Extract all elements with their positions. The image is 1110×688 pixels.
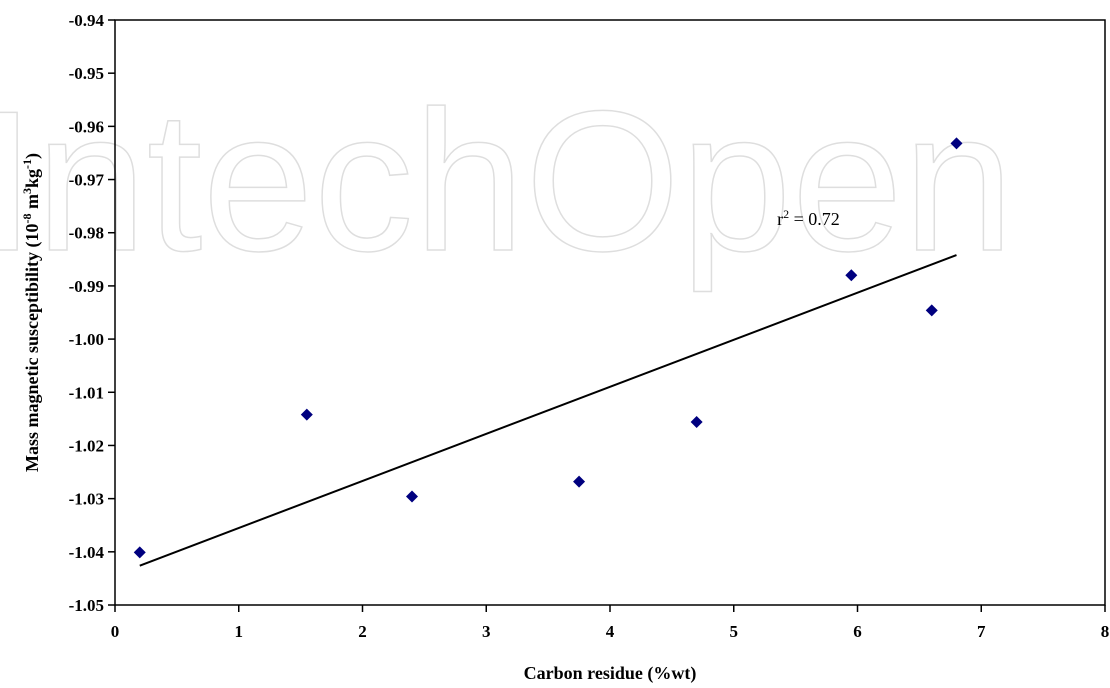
y-axis-label-exp3: -1 [20,159,34,169]
x-tick-label: 0 [111,622,120,641]
y-tick-label: -1.04 [69,543,105,562]
data-point [925,304,938,317]
y-axis-label-prefix: Mass magnetic susceptibility (10 [22,224,43,472]
y-tick-label: -1.02 [69,436,104,455]
x-tick-label: 4 [606,622,615,641]
data-point [845,269,858,282]
y-axis: -0.94 -0.95 -0.96 -0.97 -0.98 -0.99 -1.00 -1.01… [69,11,115,615]
y-tick-label: -1.05 [69,596,104,615]
y-tick-label: -0.94 [69,11,105,30]
y-tick-label: -0.95 [69,64,104,83]
y-tick-label: -1.03 [69,490,104,509]
y-axis-label: Mass magnetic susceptibility (10-8 m3kg-… [20,153,43,472]
x-axis: 0 1 2 3 4 5 6 7 8 [111,605,1110,641]
y-axis-label-mid1: m [22,194,42,214]
data-point [690,416,703,429]
data-point [406,490,418,503]
data-points [133,137,963,559]
y-tick-label: -0.99 [69,277,104,296]
r-squared-exponent: 2 [783,207,789,221]
watermark: IntechOpen [0,70,1014,293]
x-axis-label: Carbon residue (%wt) [524,663,697,684]
r-squared-annotation: r2 = 0.72 [777,207,840,229]
data-point [133,546,146,559]
x-tick-label: 6 [853,622,862,641]
y-tick-label: -0.98 [69,224,104,243]
x-tick-label: 8 [1101,622,1110,641]
x-tick-label: 2 [358,622,367,641]
y-axis-label-exp1: -8 [20,214,34,224]
y-axis-label-suffix: ) [22,153,43,159]
trend-line [139,254,957,567]
y-tick-label: -1.01 [69,383,104,402]
y-tick-label: -0.96 [69,117,104,136]
y-tick-label: -0.97 [69,171,105,190]
x-tick-label: 5 [730,622,739,641]
data-point [300,408,313,421]
x-tick-label: 7 [977,622,986,641]
data-point [950,137,963,150]
x-tick-label: 1 [235,622,244,641]
x-tick-label: 3 [482,622,491,641]
y-axis-label-mid2: kg [22,169,42,188]
data-point [573,475,586,488]
y-tick-label: -1.00 [69,330,104,349]
r-squared-value: = 0.72 [789,209,840,229]
r-squared-base: r [777,209,783,229]
y-axis-label-exp2: 3 [20,188,34,194]
